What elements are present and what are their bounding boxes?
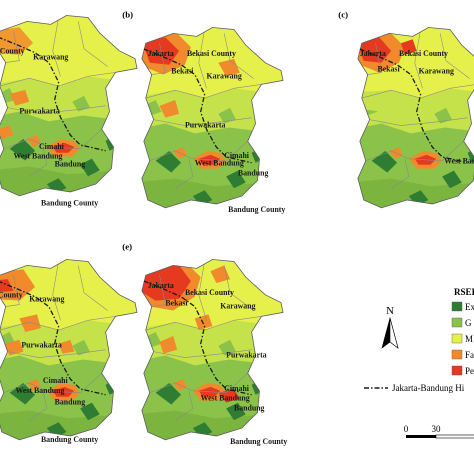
north-arrow-icon: N bbox=[381, 305, 399, 349]
label-karawang: Karawang bbox=[220, 302, 255, 311]
label-bandung: Bandung bbox=[55, 159, 86, 168]
map-panel-e: (e) Jakarta Bekasi Bekasi County Karawan… bbox=[122, 242, 287, 446]
north-label: N bbox=[386, 305, 394, 317]
label-purwakarta: Purwakarta bbox=[19, 107, 60, 116]
label-bandung: Bandung bbox=[234, 403, 265, 412]
label-karawang: Karawang bbox=[419, 67, 454, 76]
label-bekasi: Bekasi bbox=[165, 299, 188, 308]
label-karawang: Karawang bbox=[33, 53, 68, 62]
scale-tick-30: 30 bbox=[432, 424, 442, 434]
scale-tick-0: 0 bbox=[404, 424, 409, 434]
label-purwakarta: Purwakarta bbox=[185, 120, 226, 129]
label-bandung-county: Bandung County bbox=[41, 435, 98, 444]
label-bekasi-county: Bekasi County bbox=[185, 288, 234, 297]
label-west-county: County bbox=[0, 291, 23, 300]
legend-label: Pe bbox=[465, 366, 474, 376]
legend-swatch bbox=[451, 301, 463, 312]
legend-title: RSEI bbox=[454, 287, 474, 297]
label-bandung: Bandung bbox=[55, 398, 86, 407]
label-cimahi: Cimahi bbox=[43, 376, 69, 385]
label-west-bandung: West Bandung bbox=[14, 152, 63, 161]
map-panel-b: (b) Jakarta Bekasi Bekasi County Karawan… bbox=[122, 10, 285, 214]
legend-items: Ex GM Fa Pe bbox=[451, 301, 474, 376]
panel-letter-e: (e) bbox=[122, 242, 132, 252]
label-jakarta: Jakarta bbox=[148, 281, 174, 290]
map-panel-c: (c) Jakarta Bekasi Bekasi County Karawan… bbox=[338, 10, 474, 209]
label-bekasi-county: Bekasi County bbox=[187, 49, 236, 58]
label-west-county: County bbox=[0, 47, 25, 56]
label-bekasi: Bekasi bbox=[377, 65, 400, 74]
legend-swatch bbox=[451, 365, 463, 376]
label-bekasi-county: Bekasi County bbox=[399, 49, 448, 58]
legend-swatch bbox=[451, 349, 463, 360]
map-panel-a: County Karawang Purwakarta Cimahi West B… bbox=[0, 15, 138, 208]
legend-label: Ex bbox=[465, 302, 474, 312]
label-bandung: Bandung bbox=[238, 169, 269, 178]
label-west-bandung: West Bandung bbox=[15, 386, 64, 395]
legend: RSEI Ex GM Fa Pe bbox=[451, 287, 474, 376]
label-cimahi: Cimahi bbox=[224, 384, 250, 393]
label-karawang: Karawang bbox=[29, 295, 64, 304]
railway-legend-label: Jakarta-Bandung Hi bbox=[392, 383, 465, 393]
map-panel-d: County Karawang Purwakarta Cimahi West B… bbox=[0, 259, 138, 444]
label-west-bandung: West Bandung bbox=[195, 159, 244, 168]
legend-label: M bbox=[465, 334, 473, 344]
scale-bar: 0 30 bbox=[404, 424, 474, 439]
label-karawang: Karawang bbox=[207, 71, 242, 80]
legend-label: G bbox=[465, 318, 472, 328]
label-purwakarta: Purwakarta bbox=[21, 341, 62, 350]
legend-swatch bbox=[451, 317, 463, 328]
label-cimahi: Cimahi bbox=[224, 151, 250, 160]
label-jakarta: Jakarta bbox=[360, 49, 386, 58]
label-jakarta: Jakarta bbox=[148, 49, 174, 58]
legend-label: Fa bbox=[465, 350, 474, 360]
railway-legend: Jakarta-Bandung Hi bbox=[364, 383, 465, 393]
panel-letter-b: (b) bbox=[122, 10, 133, 20]
label-bandung-county: Bandung County bbox=[228, 205, 285, 214]
label-west-bandung: West Ban bbox=[444, 157, 474, 166]
label-west-bandung: West Bandung bbox=[201, 394, 250, 403]
label-purwakarta: Purwakarta bbox=[226, 351, 267, 360]
label-bekasi: Bekasi bbox=[171, 67, 194, 76]
panel-letter-c: (c) bbox=[338, 10, 348, 20]
label-cimahi: Cimahi bbox=[39, 142, 65, 151]
label-bandung-county: Bandung County bbox=[41, 199, 98, 208]
legend-swatch bbox=[451, 333, 463, 344]
label-bandung-county: Bandung County bbox=[230, 437, 287, 446]
